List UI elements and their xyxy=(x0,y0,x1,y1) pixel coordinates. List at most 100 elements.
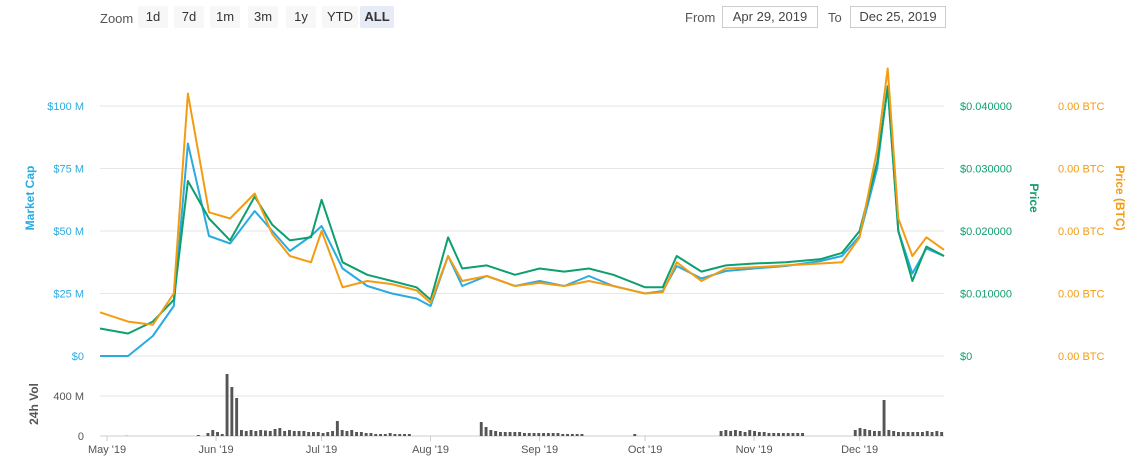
volume-bar xyxy=(503,432,507,436)
market-cap-line xyxy=(100,85,945,357)
volume-bar xyxy=(633,434,637,436)
volume-bar xyxy=(532,433,536,436)
volume-bar xyxy=(340,430,344,436)
zoom-button-ytd[interactable]: YTD xyxy=(322,6,358,28)
volume-bar xyxy=(316,432,320,436)
volume-bar xyxy=(240,430,243,436)
x-tick-label: Jul '19 xyxy=(306,444,337,456)
zoom-button-1d[interactable]: 1d xyxy=(138,6,168,28)
volume-bar xyxy=(230,387,234,436)
volume-bar xyxy=(249,430,253,436)
volume-bar xyxy=(278,428,282,436)
volume-bar xyxy=(901,432,905,436)
x-tick-label: Sep '19 xyxy=(521,444,558,456)
volume-bar xyxy=(580,434,584,436)
volume-bar xyxy=(326,432,330,436)
volume-bars xyxy=(124,374,944,436)
axes: $0 $0 0.00 BTC $25 M $0.010000 0.00 BTC $50 M $… xyxy=(23,101,1127,456)
volume-bar xyxy=(734,430,737,436)
volume-bar xyxy=(407,434,411,436)
volume-bar xyxy=(537,433,541,436)
price-btc-tick-label: 0.00 BTC xyxy=(1058,351,1105,363)
volume-bar xyxy=(575,434,579,436)
volume-bar xyxy=(738,431,742,436)
market-cap-tick-label: $75 M xyxy=(53,164,84,176)
volume-bar xyxy=(561,434,565,436)
volume-bar xyxy=(566,434,569,436)
volume-bar xyxy=(921,432,924,436)
price-btc-axis-title: Price (BTC) xyxy=(1113,165,1127,230)
volume-bar xyxy=(781,433,785,436)
volume-bar xyxy=(753,431,756,436)
zoom-button-7d[interactable]: 7d xyxy=(174,6,204,28)
volume-bar xyxy=(494,431,498,436)
price-axis-title: Price xyxy=(1027,183,1041,213)
volume-bar xyxy=(570,434,574,436)
volume-bar xyxy=(312,432,315,436)
volume-bar xyxy=(925,431,929,436)
x-tick-label: Dec '19 xyxy=(841,444,878,456)
volume-bar xyxy=(863,429,867,436)
zoom-button-1m[interactable]: 1m xyxy=(210,6,240,28)
volume-bar xyxy=(489,430,493,436)
to-label: To xyxy=(828,10,842,25)
volume-bar xyxy=(556,433,560,436)
from-date-input[interactable]: Apr 29, 2019 xyxy=(722,6,818,28)
volume-tick-label: 0 xyxy=(78,431,84,443)
volume-bar xyxy=(345,431,349,436)
volume-bar xyxy=(772,433,776,436)
volume-bar xyxy=(302,431,306,436)
volume-bar xyxy=(374,434,378,436)
volume-bar xyxy=(724,430,728,436)
volume-bar xyxy=(364,433,368,436)
volume-bar xyxy=(355,432,358,436)
volume-bar xyxy=(523,433,526,436)
volume-bar xyxy=(288,430,291,436)
volume-tick-label: 400 M xyxy=(53,391,84,403)
volume-bar xyxy=(729,431,733,436)
volume-bar xyxy=(911,432,915,436)
volume-bar xyxy=(206,433,210,436)
volume-bar xyxy=(383,434,387,436)
volume-bar xyxy=(887,430,891,436)
volume-bar xyxy=(518,432,522,436)
zoom-button-1y[interactable]: 1y xyxy=(286,6,316,28)
volume-bar xyxy=(273,429,277,436)
volume-bar xyxy=(321,433,325,436)
series-lines xyxy=(99,67,945,357)
x-tick-label: Jun '19 xyxy=(198,444,233,456)
x-tick-label: Oct '19 xyxy=(628,444,663,456)
volume-bar xyxy=(235,398,239,436)
volume-bar xyxy=(244,431,248,436)
volume-bar xyxy=(940,432,944,436)
market-cap-tick-label: $25 M xyxy=(53,289,84,301)
volume-axis-title: 24h Vol xyxy=(27,383,41,425)
volume-bar xyxy=(527,433,531,436)
volume-bar xyxy=(892,431,896,436)
volume-bar xyxy=(786,433,790,436)
volume-bar xyxy=(268,431,272,436)
volume-bar xyxy=(762,432,766,436)
volume-bar xyxy=(350,430,354,436)
price-tick-label: $0.020000 xyxy=(960,226,1012,238)
volume-bar xyxy=(916,432,920,436)
volume-bar xyxy=(297,431,301,436)
price-tick-label: $0 xyxy=(960,351,972,363)
to-date-input[interactable]: Dec 25, 2019 xyxy=(850,6,946,28)
volume-bar xyxy=(196,435,200,436)
volume-bar xyxy=(379,434,382,436)
price-btc-tick-label: 0.00 BTC xyxy=(1058,226,1105,238)
volume-bar xyxy=(211,430,215,436)
x-tick-label: May '19 xyxy=(88,444,126,456)
zoom-button-3m[interactable]: 3m xyxy=(248,6,278,28)
volume-bar xyxy=(935,431,939,436)
volume-bar xyxy=(513,432,517,436)
x-tick-label: Nov '19 xyxy=(736,444,773,456)
volume-bar xyxy=(930,432,934,436)
volume-bar xyxy=(307,432,311,436)
volume-bar xyxy=(796,433,800,436)
volume-bar xyxy=(719,431,723,436)
volume-bar xyxy=(858,428,862,436)
zoom-button-all[interactable]: ALL xyxy=(360,6,394,28)
